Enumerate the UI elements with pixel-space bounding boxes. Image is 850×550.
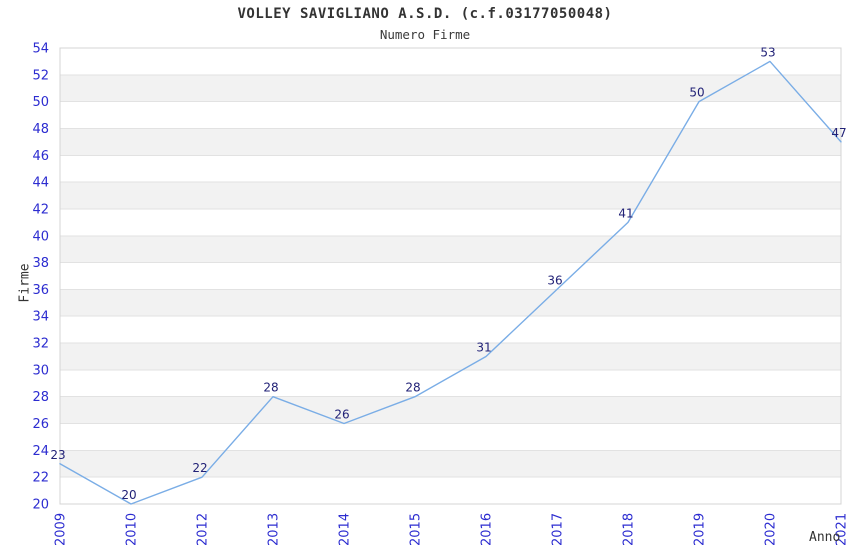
y-tick-label: 38 xyxy=(32,256,49,271)
y-tick-label: 52 xyxy=(32,68,49,83)
plot-border xyxy=(59,47,842,505)
plot-band xyxy=(60,235,841,263)
data-point-label: 50 xyxy=(689,86,704,100)
plot-band xyxy=(60,182,841,209)
data-point-label: 20 xyxy=(121,488,136,502)
x-tick-label: 2019 xyxy=(693,513,708,546)
plot-band xyxy=(60,343,841,370)
y-tick-label: 24 xyxy=(32,444,49,459)
x-tick-label: 2012 xyxy=(196,513,211,546)
plot-band xyxy=(60,48,841,75)
y-tick-label: 30 xyxy=(32,363,49,378)
x-tick-label: 2013 xyxy=(267,513,282,546)
plot-band xyxy=(60,262,841,290)
plot-band xyxy=(60,369,841,397)
y-tick-label: 46 xyxy=(32,149,49,164)
y-tick-label: 34 xyxy=(32,310,49,325)
plot-band xyxy=(60,128,841,156)
y-tick-label: 48 xyxy=(32,122,49,137)
x-axis-title: Anno xyxy=(809,530,841,545)
plot-band xyxy=(60,316,841,344)
y-tick-label: 20 xyxy=(32,498,49,513)
data-point-label: 31 xyxy=(476,340,491,354)
x-tick-label: 2018 xyxy=(622,513,637,546)
y-tick-label: 36 xyxy=(32,283,49,298)
y-tick-label: 28 xyxy=(32,390,49,405)
data-point-label: 47 xyxy=(831,126,846,140)
plot-band xyxy=(60,396,841,424)
x-tick-label: 2020 xyxy=(764,513,779,546)
x-tick-label: 2021 xyxy=(835,513,850,546)
y-tick-label: 42 xyxy=(32,202,49,217)
y-tick-label: 54 xyxy=(32,42,49,57)
chart-title: VOLLEY SAVIGLIANO A.S.D. (c.f.0317705004… xyxy=(237,6,613,22)
plot-band xyxy=(60,155,841,183)
plot-band xyxy=(60,450,841,478)
y-tick-label: 50 xyxy=(32,95,49,110)
data-point-label: 53 xyxy=(760,45,775,59)
data-point-label: 22 xyxy=(192,461,207,475)
y-tick-label: 22 xyxy=(32,471,49,486)
data-point-label: 41 xyxy=(618,206,633,220)
y-axis-title: Firme xyxy=(17,263,33,303)
data-point-label: 23 xyxy=(50,448,65,462)
plot-band xyxy=(60,289,841,317)
plot-band xyxy=(60,477,841,504)
x-tick-label: 2017 xyxy=(551,513,566,546)
y-tick-label: 26 xyxy=(32,417,49,432)
x-tick-label: 2014 xyxy=(338,513,353,546)
x-tick-label: 2009 xyxy=(54,513,69,546)
x-tick-label: 2010 xyxy=(125,513,140,546)
plot-band xyxy=(60,101,841,129)
x-tick-label: 2015 xyxy=(409,513,424,546)
data-point-label: 28 xyxy=(263,381,278,395)
data-point-label: 26 xyxy=(334,408,349,422)
plot-band xyxy=(60,423,841,451)
y-tick-label: 32 xyxy=(32,337,49,352)
plot-band xyxy=(60,74,841,102)
data-point-label: 36 xyxy=(547,273,562,287)
series-line xyxy=(59,60,842,505)
chart-subtitle: Numero Firme xyxy=(379,27,471,42)
plot-band xyxy=(60,208,841,236)
x-tick-label: 2016 xyxy=(480,513,495,546)
data-point-label: 28 xyxy=(405,381,420,395)
y-tick-label: 40 xyxy=(32,229,49,244)
y-tick-label: 44 xyxy=(32,176,49,191)
